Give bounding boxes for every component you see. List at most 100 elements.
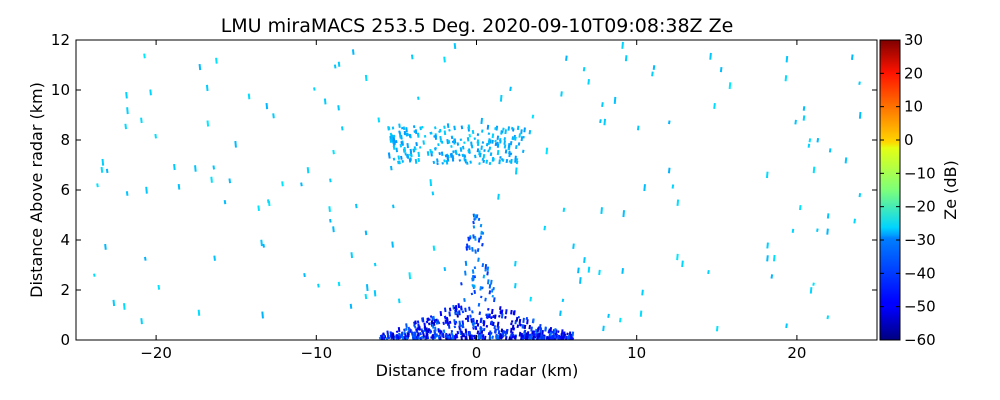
echo-pixel <box>497 325 500 331</box>
echo-pixel <box>400 141 403 146</box>
echo-pixel <box>481 141 485 144</box>
echo-pixel <box>140 117 143 124</box>
echo-pixel <box>397 160 400 165</box>
echo-pixel <box>471 310 474 314</box>
echo-pixel <box>485 324 489 328</box>
echo-pixel <box>474 325 478 331</box>
echo-pixel <box>427 327 431 332</box>
echo-pixel <box>471 246 474 252</box>
x-tick-label: 0 <box>472 344 482 362</box>
echo-pixel <box>435 333 439 337</box>
echo-pixel <box>621 41 624 49</box>
echo-pixel <box>523 329 527 333</box>
chart-title: LMU miraMACS 253.5 Deg. 2020-09-10T09:08… <box>221 15 734 37</box>
echo-pixel <box>667 120 671 125</box>
echo-pixel <box>480 317 483 322</box>
echo-pixel <box>514 167 518 175</box>
echo-pixel <box>504 331 508 337</box>
y-tick-label: 10 <box>51 81 70 99</box>
y-axis-label: Distance Above radar (km) <box>27 82 46 298</box>
echo-pixel <box>473 334 476 340</box>
echo-pixel <box>412 336 415 340</box>
echo-pixel <box>426 335 430 340</box>
echo-pixel <box>406 133 409 137</box>
echo-pixel <box>442 329 446 334</box>
echo-pixel <box>469 160 472 164</box>
echo-pixel <box>452 150 455 154</box>
echo-pixel <box>392 204 395 209</box>
echo-pixel <box>328 206 331 212</box>
echo-pixel <box>858 111 862 119</box>
echo-pixel <box>144 256 147 261</box>
echo-pixel <box>571 331 575 337</box>
echo-pixel <box>487 307 490 311</box>
echo-pixel <box>522 135 525 139</box>
echo-pixel <box>398 123 401 128</box>
echo-pixel <box>419 126 422 131</box>
echo-pixel <box>802 115 806 121</box>
echo-pixel <box>500 328 504 333</box>
echo-pixel <box>405 336 409 340</box>
echo-pixel <box>457 153 461 157</box>
echo-pixel <box>433 330 437 336</box>
echo-pixel <box>478 162 481 165</box>
echo-pixel <box>486 124 490 130</box>
echo-pixel <box>194 165 197 172</box>
echo-pixel <box>521 334 525 339</box>
echo-pixel <box>468 245 471 251</box>
echo-pixel <box>386 333 390 337</box>
echo-pixel <box>473 289 477 294</box>
echo-pixel <box>481 263 485 268</box>
echo-pixel <box>349 303 353 309</box>
echo-pixel <box>438 130 441 134</box>
echo-pixel <box>497 193 500 200</box>
echo-pixel <box>826 213 830 219</box>
echo-pixel <box>421 317 424 322</box>
echo-pixel <box>473 213 477 218</box>
echo-pixel <box>445 316 449 322</box>
echo-pixel <box>471 318 475 321</box>
echo-pixel <box>390 165 393 171</box>
echo-pixel <box>499 306 502 311</box>
echo-pixel <box>223 200 227 205</box>
echo-pixel <box>412 125 416 129</box>
echo-pixel <box>531 114 535 119</box>
echo-pixel <box>643 184 646 192</box>
echo-pixel <box>532 330 536 336</box>
echo-pixel <box>453 125 456 131</box>
x-tick-label: −20 <box>140 344 172 362</box>
echo-pixel <box>464 328 468 333</box>
echo-pixel <box>554 335 558 339</box>
echo-pixel <box>408 133 412 138</box>
echo-pixel <box>444 154 448 158</box>
echo-pixel <box>598 269 601 276</box>
echo-pixel <box>429 330 433 334</box>
echo-pixel <box>439 128 442 133</box>
echo-pixel <box>422 333 426 338</box>
echo-pixel <box>453 334 457 340</box>
echo-pixel <box>435 318 438 322</box>
echo-pixel <box>125 91 128 99</box>
echo-pixel <box>446 138 449 145</box>
echo-pixel <box>323 98 327 105</box>
echo-pixel <box>458 320 462 326</box>
echo-pixel <box>473 275 477 279</box>
echo-pixel <box>471 269 475 274</box>
echo-pixel <box>474 249 477 254</box>
echo-pixel <box>532 318 535 324</box>
echo-pixel <box>234 140 237 148</box>
echo-pixel <box>525 316 529 321</box>
echo-pixel <box>461 334 464 338</box>
echo-pixel <box>826 315 830 320</box>
echo-pixel <box>514 136 517 141</box>
echo-pixel <box>490 288 494 293</box>
echo-pixel <box>511 335 515 339</box>
echo-pixel <box>395 330 399 334</box>
echo-pixel <box>719 66 723 73</box>
echo-pixel <box>467 124 471 130</box>
echo-pixel <box>508 160 512 163</box>
echo-pixel <box>355 203 358 209</box>
echo-pixel <box>471 129 475 135</box>
echo-pixel <box>391 126 395 130</box>
echo-pixel <box>651 71 654 77</box>
